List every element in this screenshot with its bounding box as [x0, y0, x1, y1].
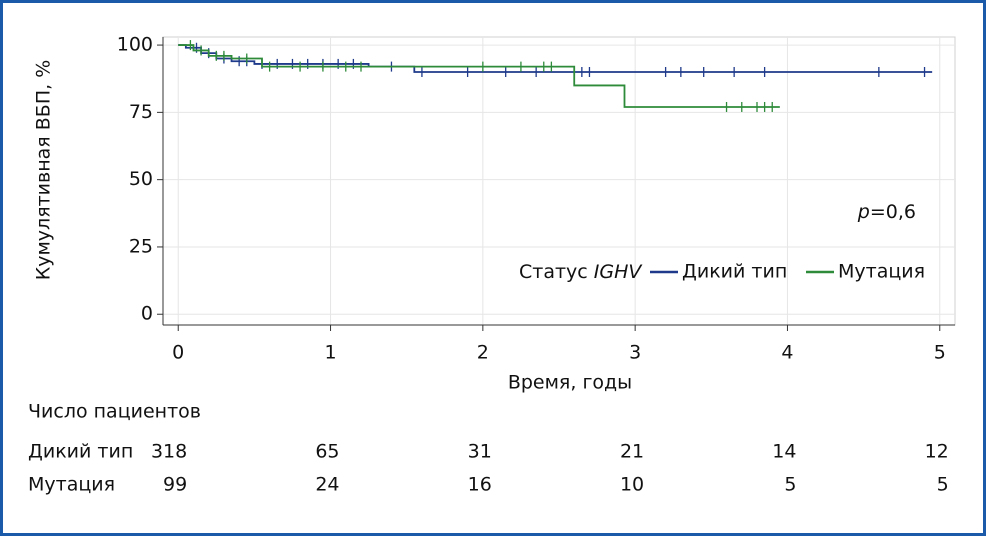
risk-count: 65	[315, 441, 339, 463]
y-tick-label: 25	[129, 235, 153, 257]
x-axis-label: Время, годы	[508, 372, 632, 394]
plot-area	[162, 36, 956, 326]
legend-title-text: Статус	[519, 261, 588, 283]
risk-count: 10	[620, 474, 644, 496]
y-tick-label: 0	[141, 303, 153, 325]
risk-row-name: Дикий тип	[28, 441, 133, 463]
legend-title: Статус IGHV	[519, 261, 643, 283]
x-tick-label: 1	[324, 342, 336, 364]
x-tick-label: 0	[172, 342, 184, 364]
annotation: p=0,6	[857, 201, 916, 223]
legend-label: Дикий тип	[682, 261, 787, 283]
risk-count: 99	[163, 474, 187, 496]
legend-label: Мутация	[838, 261, 925, 283]
x-tick-label: 4	[781, 342, 793, 364]
x-tick-label: 2	[477, 342, 489, 364]
risk-count: 5	[937, 474, 949, 496]
risk-count: 31	[468, 441, 492, 463]
risk-count: 14	[772, 441, 796, 463]
y-tick-label: 100	[117, 34, 153, 56]
y-tick-label: 75	[129, 101, 153, 123]
risk-count: 12	[925, 441, 949, 463]
risk-table-title: Число пациентов	[28, 401, 201, 423]
annotation-italic: p	[857, 201, 870, 223]
y-axis-label: Кумулятивная ВБП, %	[33, 60, 55, 281]
x-tick-label: 5	[934, 342, 946, 364]
risk-count: 318	[151, 441, 187, 463]
risk-row-name: Мутация	[28, 474, 115, 496]
annotation-text: =0,6	[870, 201, 916, 223]
y-tick-label: 50	[129, 168, 153, 190]
x-tick-label: 3	[629, 342, 641, 364]
risk-count: 24	[315, 474, 339, 496]
risk-count: 16	[468, 474, 492, 496]
risk-count: 5	[784, 474, 796, 496]
risk-count: 21	[620, 441, 644, 463]
legend-title-italic: IGHV	[594, 261, 644, 283]
